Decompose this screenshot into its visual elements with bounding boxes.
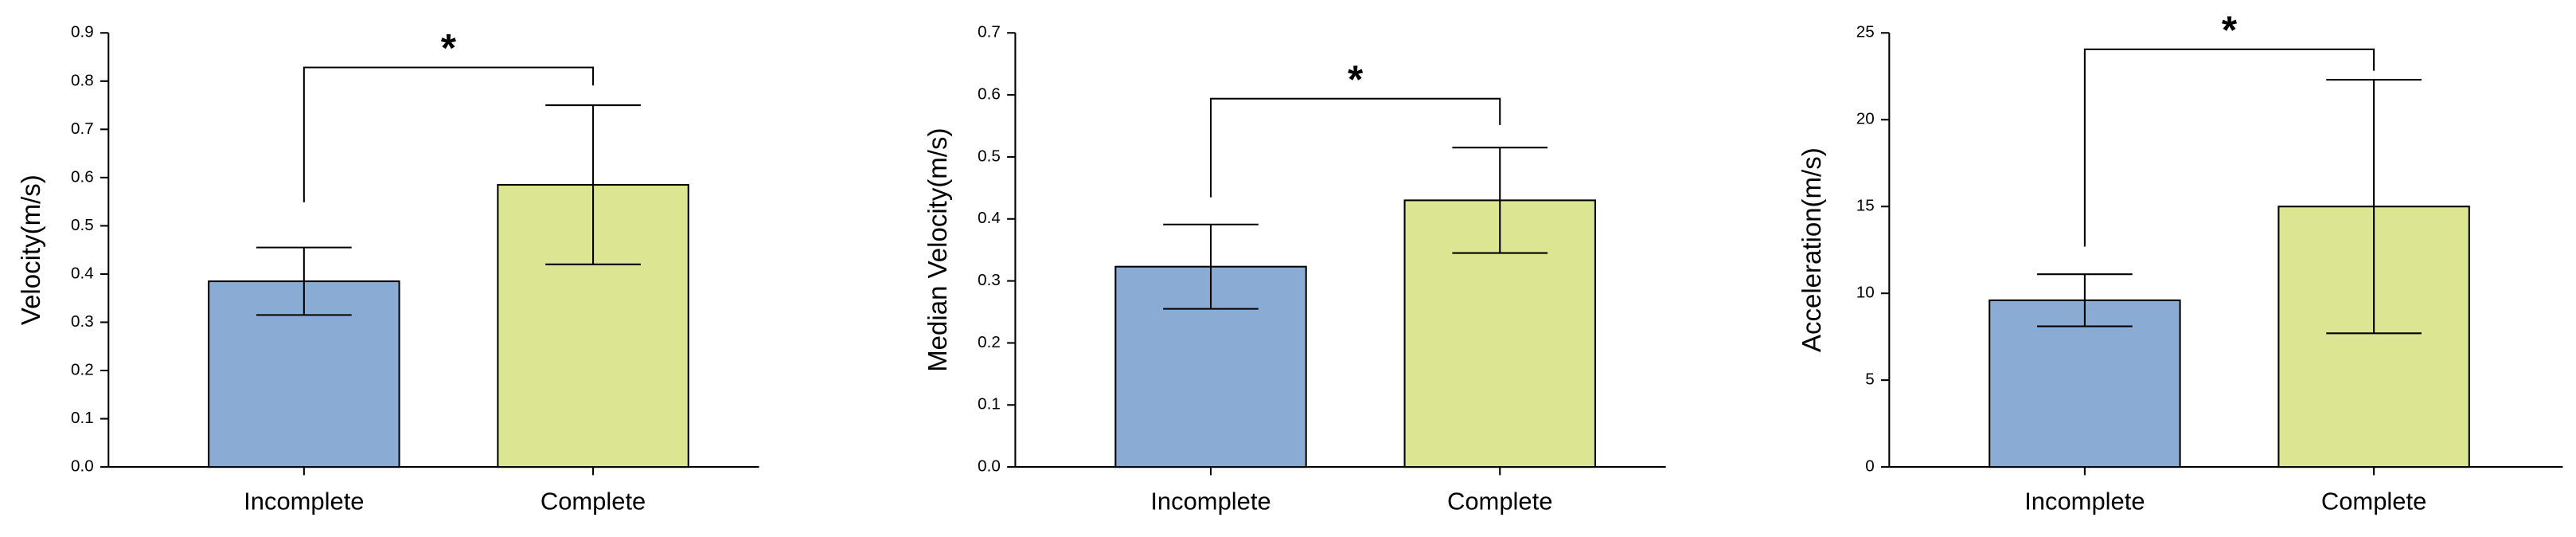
x-tick-label: Complete — [2321, 488, 2426, 515]
y-tick-label: 0.2 — [71, 360, 94, 378]
significance-marker: * — [1348, 57, 1364, 101]
y-tick-label: 0.6 — [71, 167, 94, 186]
y-tick-label: 10 — [1856, 284, 1875, 302]
y-tick-label: 0.9 — [71, 23, 94, 41]
y-tick-label: 0.7 — [978, 23, 1001, 41]
significance-bracket — [2083, 48, 2375, 247]
y-tick-label: 0.3 — [71, 312, 94, 331]
significance-marker: * — [441, 26, 457, 70]
significance-bracket — [302, 66, 595, 202]
x-tick-label: Incomplete — [244, 488, 364, 515]
y-tick-label: 0.4 — [978, 209, 1001, 227]
significance-marker: * — [2222, 8, 2238, 52]
y-tick-label: 15 — [1856, 197, 1875, 215]
y-axis-label: Velocity(m/s) — [16, 174, 45, 325]
y-tick-label: 0.2 — [978, 333, 1001, 351]
y-tick-label: 0 — [1865, 457, 1874, 476]
y-axis-label: Acceleration(m/s) — [1797, 147, 1826, 352]
y-tick-label: 0.3 — [978, 271, 1001, 289]
y-tick-label: 0.0 — [71, 457, 94, 476]
x-tick-label: Incomplete — [2024, 488, 2145, 515]
x-tick-label: Complete — [1447, 488, 1552, 515]
significance-bracket — [1209, 97, 1501, 198]
y-tick-label: 25 — [1856, 23, 1875, 41]
y-tick-label: 0.5 — [978, 147, 1001, 165]
y-axis-label: Median Velocity(m/s) — [923, 128, 952, 372]
y-tick-label: 0.5 — [71, 216, 94, 234]
y-tick-label: 0.1 — [978, 395, 1001, 414]
y-tick-label: 0.6 — [978, 85, 1001, 104]
y-tick-label: 5 — [1865, 370, 1874, 389]
y-tick-label: 0.1 — [71, 409, 94, 427]
y-tick-label: 0.4 — [71, 264, 94, 282]
y-tick-label: 20 — [1856, 110, 1875, 128]
y-tick-label: 0.7 — [71, 120, 94, 138]
y-tick-label: 0.8 — [71, 71, 94, 89]
y-tick-label: 0.0 — [978, 457, 1001, 476]
x-tick-label: Incomplete — [1150, 488, 1270, 515]
x-tick-label: Complete — [541, 488, 646, 515]
